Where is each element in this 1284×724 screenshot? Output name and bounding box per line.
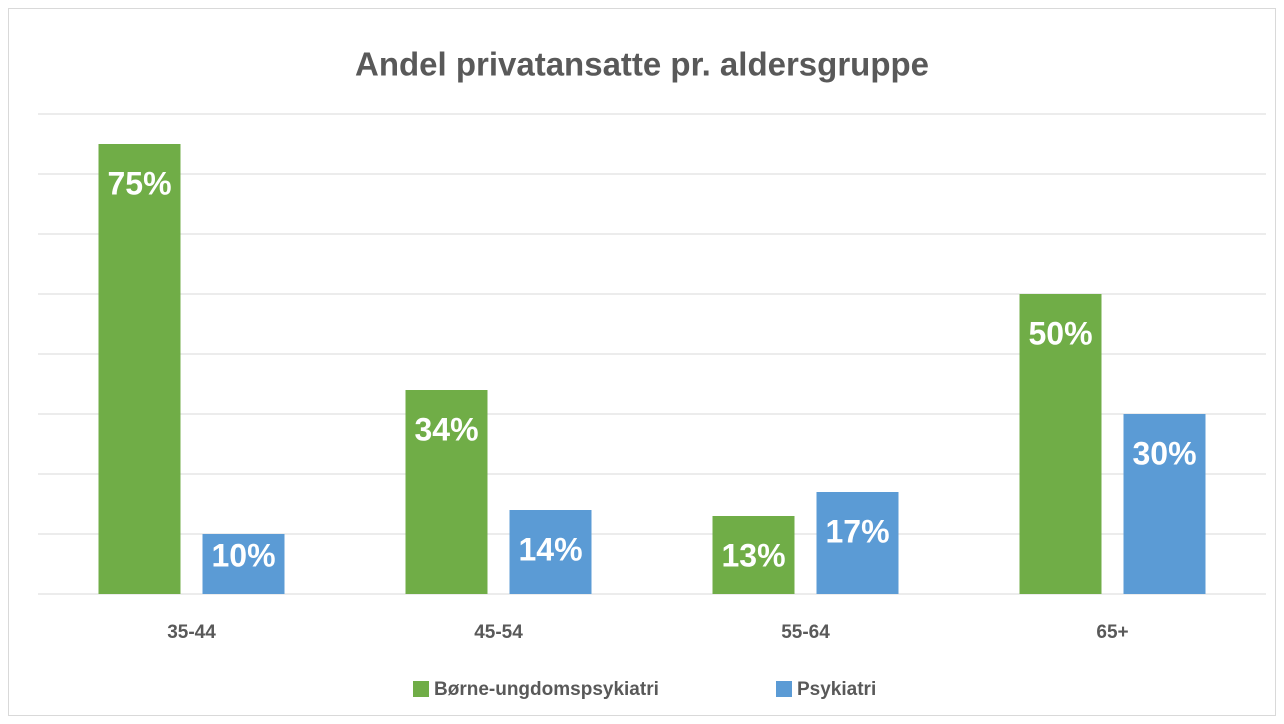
data-label: 75% <box>107 165 171 201</box>
bar <box>816 492 899 594</box>
legend-label: Psykiatri <box>797 679 876 700</box>
data-label: 17% <box>825 513 889 549</box>
data-label: 30% <box>1132 435 1196 471</box>
x-tick-label: 45-54 <box>474 622 523 643</box>
bar <box>202 534 285 594</box>
chart-title: Andel privatansatte pr. aldersgruppe <box>355 46 929 83</box>
data-label: 10% <box>211 537 275 573</box>
data-label: 50% <box>1028 315 1092 351</box>
legend-label: Børne-ungdomspsykiatri <box>434 679 659 700</box>
x-tick-label: 55-64 <box>781 622 830 643</box>
bar <box>98 144 181 594</box>
x-tick-label: 65+ <box>1096 622 1128 643</box>
bar <box>1123 414 1206 594</box>
bar <box>405 390 488 594</box>
legend-swatch <box>413 681 429 697</box>
bar <box>509 510 592 594</box>
data-label: 34% <box>414 411 478 447</box>
data-label: 14% <box>518 531 582 567</box>
bar <box>712 516 795 594</box>
bar <box>1019 294 1102 594</box>
legend-swatch <box>776 681 792 697</box>
x-tick-label: 35-44 <box>167 622 216 643</box>
data-label: 13% <box>721 537 785 573</box>
